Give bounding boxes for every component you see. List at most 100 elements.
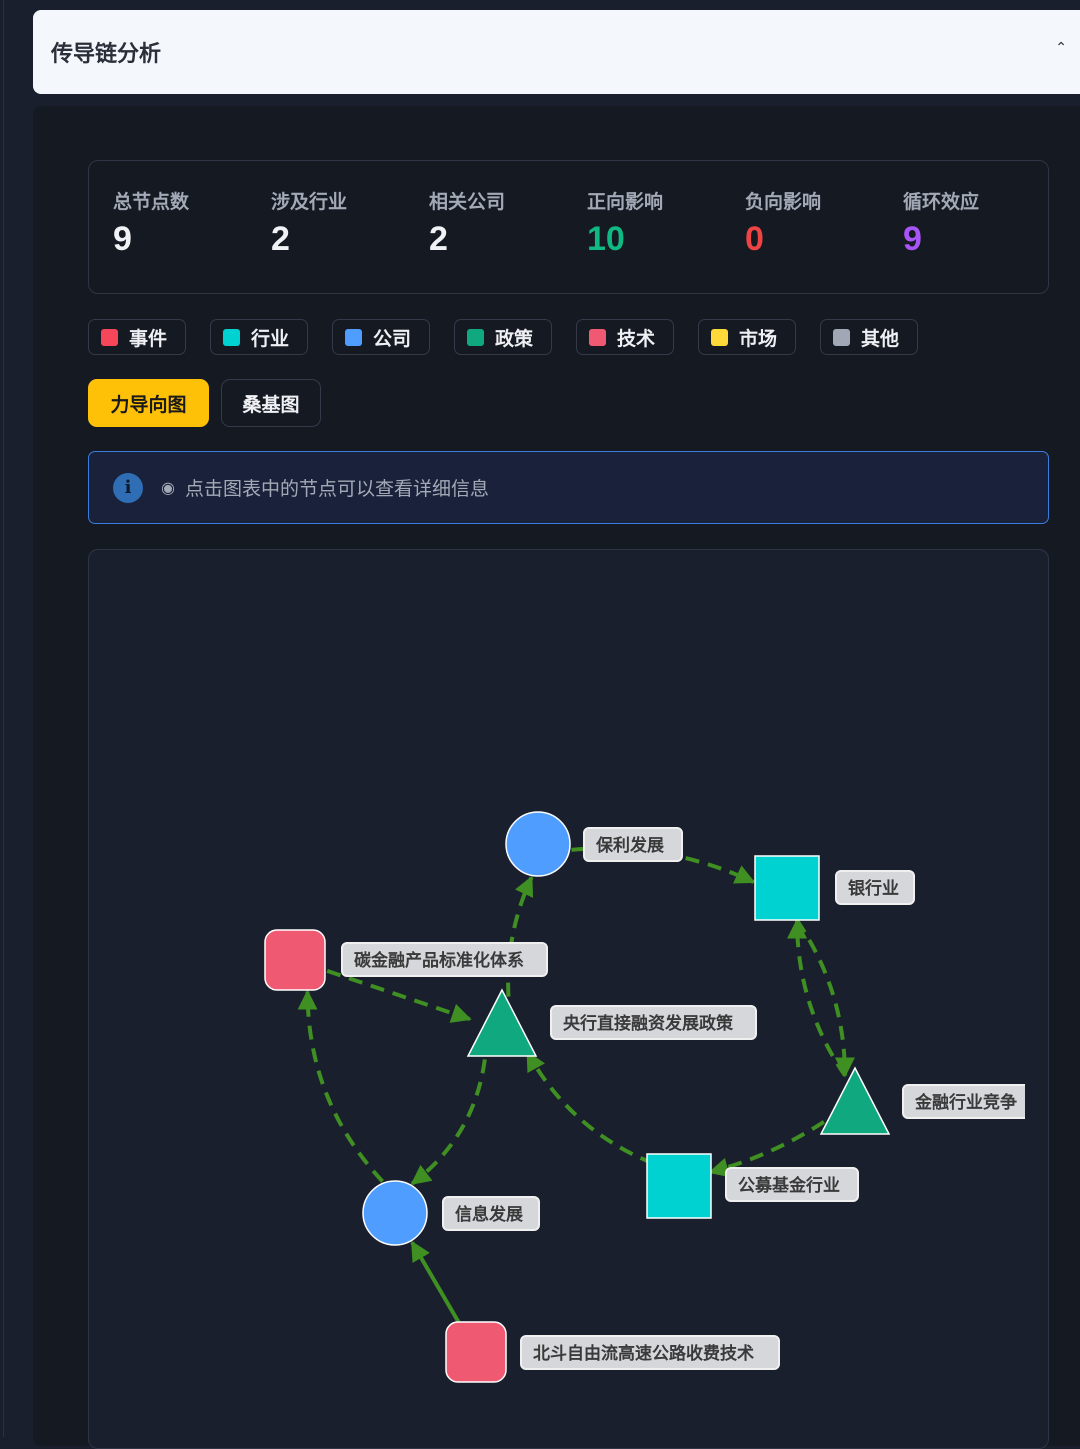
node-label[interactable]: 央行直接融资发展政策 [550, 1005, 757, 1040]
node-label-text: 保利发展 [595, 835, 664, 856]
info-text: 点击图表中的节点可以查看详细信息 [184, 478, 489, 500]
edge-fincomp-fund [708, 1120, 826, 1178]
node-label-text: 公募基金行业 [738, 1175, 840, 1196]
legend-label: 政策 [495, 327, 534, 350]
swatch [589, 328, 606, 346]
node-circle[interactable] [505, 811, 571, 877]
edge-pboc-baoli [506, 875, 534, 997]
node-baoli[interactable]: 保利发展 [505, 811, 683, 877]
edge-fincomp-bank [787, 918, 847, 1077]
stat-label: 负向影响 [745, 191, 822, 213]
stat-total-nodes: 总节点数 9 [113, 187, 189, 259]
node-label-text: 银行业 [848, 878, 899, 899]
stat-value: 9 [903, 220, 922, 258]
stat-value: 10 [587, 220, 625, 258]
stat-label: 相关公司 [429, 191, 506, 213]
node-pboc[interactable]: 央行直接融资发展政策 [466, 988, 757, 1057]
stat-label: 涉及行业 [271, 191, 348, 213]
legend-event[interactable]: 事件 [88, 319, 186, 355]
node-circle[interactable] [362, 1180, 428, 1246]
legend-industry[interactable]: 行业 [210, 319, 308, 355]
stat-companies: 相关公司 2 [429, 187, 505, 259]
node-label[interactable]: 银行业 [835, 870, 915, 905]
stat-negative: 负向影响 0 [745, 187, 821, 259]
node-info[interactable]: 信息发展 [362, 1180, 540, 1246]
stat-industries: 涉及行业 2 [271, 187, 347, 259]
stats-card: 总节点数 9 涉及行业 2 相关公司 2 正向影响 10 负向影响 0 循环效应 9 [88, 160, 1049, 294]
tab-sankey[interactable]: 桑基图 [221, 379, 321, 427]
legend-company[interactable]: 公司 [332, 319, 430, 355]
node-label-text: 碳金融产品标准化体系 [354, 950, 524, 971]
edge-fund-pboc [525, 1050, 655, 1166]
swatch [711, 328, 728, 346]
node-label[interactable]: 信息发展 [442, 1196, 540, 1231]
node-beidou[interactable]: 北斗自由流高速公路收费技术 [445, 1321, 780, 1383]
node-label-bg [835, 870, 915, 905]
node-label-text: 金融行业竞争 [914, 1092, 1017, 1113]
edge-carbon-pboc [326, 968, 472, 1023]
stat-label: 总节点数 [113, 191, 190, 213]
swatch [467, 328, 484, 346]
stat-label: 正向影响 [587, 191, 664, 213]
tab-force-graph[interactable]: 力导向图 [88, 379, 209, 427]
info-icon: i [113, 472, 143, 503]
legend-other[interactable]: 其他 [820, 319, 918, 355]
node-label[interactable]: 金融行业竞争 [902, 1084, 1063, 1119]
node-rounded-square[interactable] [264, 929, 326, 991]
swatch [223, 328, 240, 346]
section-title: 传导链分析 [51, 42, 162, 67]
section-header[interactable]: 传导链分析 ⌃ [33, 10, 1080, 94]
node-label[interactable]: 北斗自由流高速公路收费技术 [520, 1335, 780, 1370]
node-fund[interactable]: 公募基金行业 [646, 1153, 859, 1219]
chevron-up-icon[interactable]: ⌃ [1055, 40, 1067, 56]
node-label[interactable]: 公募基金行业 [725, 1167, 859, 1202]
node-label[interactable]: 碳金融产品标准化体系 [341, 942, 548, 977]
node-square[interactable] [646, 1153, 712, 1219]
stat-cycles: 循环效应 9 [903, 187, 979, 259]
stat-value: 9 [113, 220, 132, 258]
node-triangle[interactable] [819, 1066, 891, 1135]
node-label-text: 北斗自由流高速公路收费技术 [533, 1343, 754, 1364]
stat-label: 循环效应 [903, 191, 980, 213]
node-label-bg [442, 1196, 540, 1231]
node-bank[interactable]: 银行业 [754, 855, 915, 921]
legend-label: 技术 [617, 327, 656, 350]
legend-market[interactable]: 市场 [698, 319, 796, 355]
node-label-bg [583, 827, 683, 862]
edge-bank-fincomp [795, 919, 855, 1078]
node-triangle[interactable] [466, 988, 538, 1057]
node-square[interactable] [754, 855, 820, 921]
node-label-text: 信息发展 [455, 1204, 523, 1225]
edge-beidou-info [410, 1240, 461, 1324]
stat-value: 2 [271, 220, 290, 258]
node-label-bg [902, 1084, 1025, 1119]
view-tabs: 力导向图 桑基图 [88, 379, 321, 427]
node-label-bg [341, 942, 548, 977]
node-label-text: 央行直接融资发展政策 [563, 1013, 734, 1034]
eye-icon: ◉ [161, 478, 175, 497]
legend-label: 事件 [129, 327, 168, 350]
legend-technology[interactable]: 技术 [576, 319, 674, 355]
swatch [833, 328, 850, 346]
window-edge [3, 0, 4, 1437]
graph-container [88, 549, 1049, 1449]
legend-policy[interactable]: 政策 [454, 319, 552, 355]
node-fincomp[interactable]: 金融行业竞争 [819, 1066, 1063, 1135]
legend: 事件 行业 公司 政策 技术 市场 其他 [88, 319, 918, 355]
stat-positive: 正向影响 10 [587, 187, 663, 259]
node-rounded-square[interactable] [445, 1321, 507, 1383]
node-carbon[interactable]: 碳金融产品标准化体系 [264, 929, 548, 991]
node-label[interactable]: 保利发展 [583, 827, 683, 862]
swatch [345, 328, 362, 346]
edge-info-carbon [297, 989, 384, 1183]
swatch [101, 328, 118, 346]
info-banner: i ◉ 点击图表中的节点可以查看详细信息 [88, 451, 1049, 524]
node-label-bg [550, 1005, 757, 1040]
node-label-bg [725, 1167, 859, 1202]
stat-value: 0 [745, 220, 764, 258]
legend-label: 行业 [251, 327, 290, 350]
legend-label: 市场 [739, 327, 778, 350]
legend-label: 公司 [373, 327, 412, 350]
legend-label: 其他 [861, 327, 900, 350]
